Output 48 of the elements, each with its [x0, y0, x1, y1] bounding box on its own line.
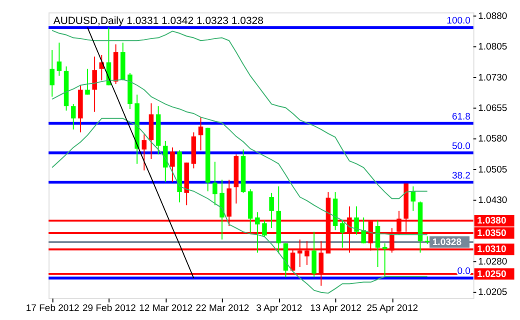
y-tick-label: 1.0655: [478, 103, 508, 114]
candlestick: [212, 161, 218, 206]
candlestick: [85, 68, 90, 96]
candlestick: [70, 104, 76, 130]
x-tick-label: 17 Feb 2012: [26, 302, 80, 314]
candlestick: [142, 134, 147, 171]
chart-title: AUDUSD,Daily 1.0331 1.0342 1.0323 1.0328: [53, 16, 264, 27]
ref-line-label: 1.0250: [477, 268, 506, 280]
x-tick-label: 3 Apr 2012: [256, 302, 302, 314]
y-tick-label: 1.0505: [478, 164, 508, 176]
candlestick: [269, 192, 274, 229]
candlestick: [410, 186, 416, 212]
y-tick-label: 1.0880: [478, 10, 508, 22]
annotation: 50.0: [452, 140, 470, 152]
annotation: 61.8: [452, 112, 470, 122]
line-series: [52, 118, 428, 294]
x-tick-label: 12 Mar 2012: [139, 302, 193, 314]
x-tick-label: 13 Apr 2012: [310, 302, 362, 314]
y-tick-label: 1.0580: [478, 134, 508, 145]
candlestick: [50, 50, 54, 98]
y-tick-label: 1.0280: [478, 256, 508, 268]
x-tick-label: 25 Apr 2012: [366, 302, 418, 314]
candlestick: [170, 146, 175, 182]
y-tick-label: 1.0205: [478, 287, 508, 298]
candlestick: [163, 140, 168, 182]
y-tick-label: 1.0430: [478, 195, 508, 206]
ref-line-label: 1.0380: [477, 216, 506, 227]
annotation: 38.2: [452, 170, 470, 182]
x-tick-label: 22 Mar 2012: [196, 302, 250, 314]
candlestick: [198, 116, 204, 151]
candlestick: [56, 42, 62, 76]
ref-line-label: 1.0310: [477, 244, 506, 256]
candlestick: [255, 212, 260, 254]
line-series: [87, 27, 194, 279]
ref-line-label: 1.0328: [432, 236, 462, 248]
y-tick-label: 1.0805: [478, 42, 508, 53]
candlestick: [361, 216, 366, 244]
ref-line-label: 1.0350: [477, 228, 506, 239]
candlestick: [262, 220, 267, 238]
y-tick-label: 1.0730: [478, 72, 508, 84]
candlestick: [340, 220, 345, 248]
x-tick-label: 29 Feb 2012: [82, 302, 136, 314]
candlestick: [354, 206, 359, 236]
candlestick: [92, 56, 97, 112]
candlestick: [382, 242, 388, 278]
annotation: 100.0: [446, 16, 470, 27]
candlestick: [312, 231, 316, 278]
candlestick: [375, 220, 380, 268]
